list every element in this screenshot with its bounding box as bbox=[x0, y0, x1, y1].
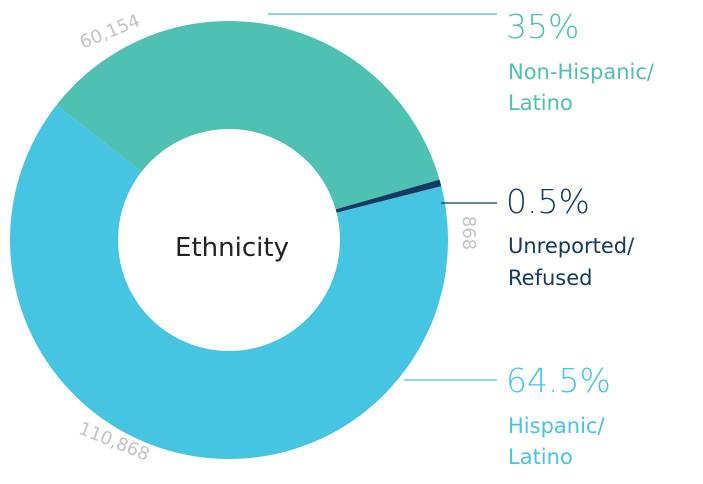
category-label-nonhispanic-line1: Non-Hispanic/ bbox=[508, 60, 655, 84]
donut-slice-hispanic bbox=[10, 105, 449, 459]
percent-label-nonhispanic: 35% bbox=[506, 7, 579, 46]
donut-slices bbox=[10, 21, 449, 459]
category-label-hispanic-line1: Hispanic/ bbox=[508, 414, 605, 438]
percent-label-unreported: 0.5% bbox=[506, 182, 590, 221]
donut-slice-unreported bbox=[335, 179, 442, 213]
count-label-unreported: 868 bbox=[458, 216, 479, 250]
center-title: Ethnicity bbox=[175, 233, 289, 263]
category-label-unreported-line1: Unreported/ bbox=[508, 234, 635, 258]
category-label-unreported-line2: Refused bbox=[508, 266, 592, 290]
category-label-nonhispanic-line2: Latino bbox=[508, 91, 573, 115]
percent-label-hispanic: 64.5% bbox=[506, 361, 611, 400]
donut-slice-nonhispanic bbox=[56, 21, 440, 210]
category-label-hispanic-line2: Latino bbox=[508, 445, 573, 469]
